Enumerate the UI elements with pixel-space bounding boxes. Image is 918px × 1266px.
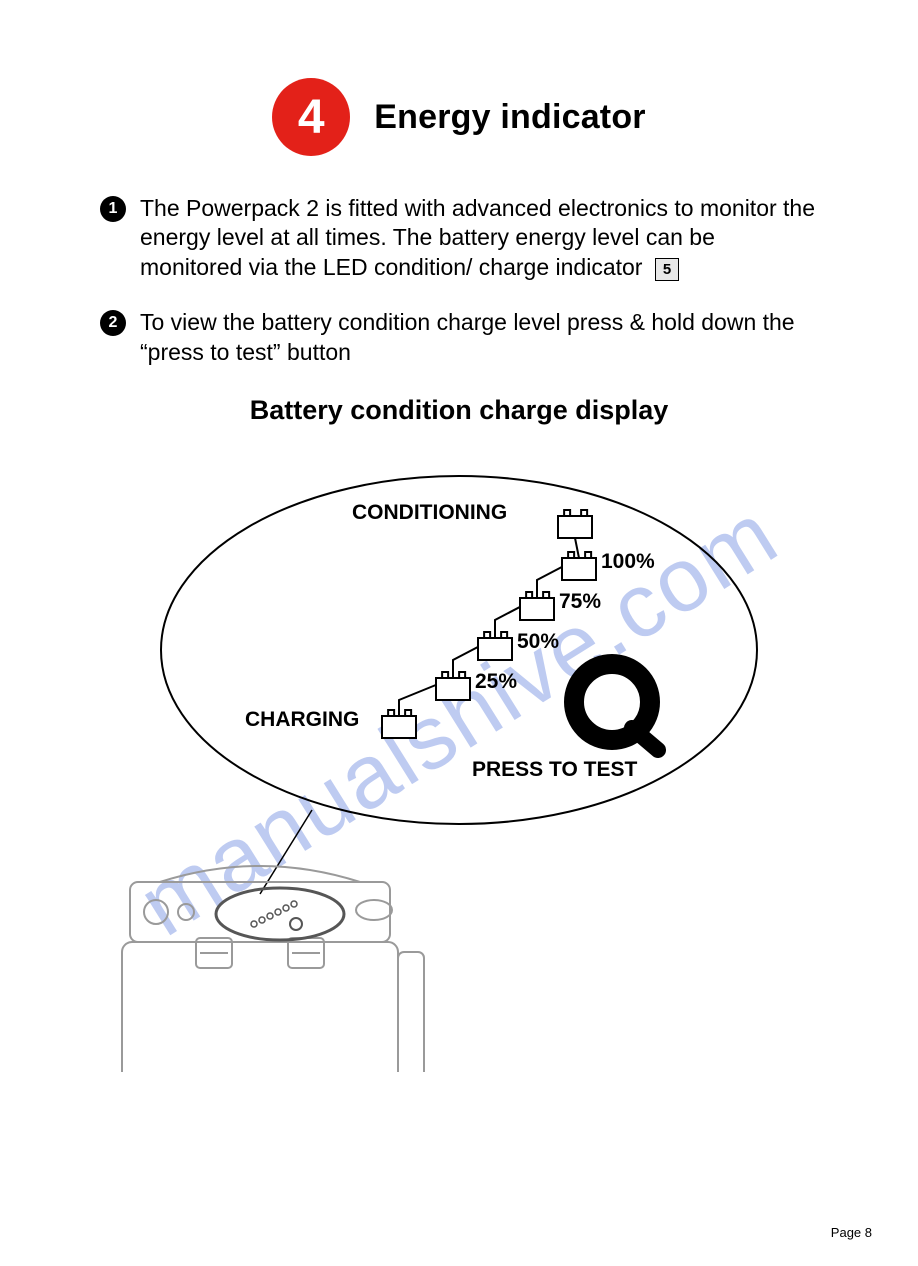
step-item: 1 The Powerpack 2 is fitted with advance… xyxy=(100,194,818,282)
label-conditioning: CONDITIONING xyxy=(352,501,507,525)
step-text: The Powerpack 2 is fitted with advanced … xyxy=(140,194,818,282)
step-item: 2 To view the battery condition charge l… xyxy=(100,308,818,367)
step-bullet: 2 xyxy=(100,310,126,336)
step-bullet: 1 xyxy=(100,196,126,222)
step-number-badge: 4 xyxy=(272,78,350,156)
steps-list: 1 The Powerpack 2 is fitted with advance… xyxy=(100,194,818,367)
label-25: 25% xyxy=(475,670,517,694)
label-50: 50% xyxy=(517,630,559,654)
section-header: 4 Energy indicator xyxy=(0,78,918,156)
reference-callout: 5 xyxy=(655,258,679,281)
diagram-title: Battery condition charge display xyxy=(0,395,918,426)
page-number: Page 8 xyxy=(831,1225,872,1240)
step-text-a: To view the battery condition charge lev… xyxy=(140,309,795,364)
step-text: To view the battery condition charge lev… xyxy=(140,308,818,367)
manual-page: manualshive.com 4 Energy indicator 1 The… xyxy=(0,78,918,1266)
diagram-svg xyxy=(0,432,918,1072)
section-title: Energy indicator xyxy=(374,98,645,137)
label-75: 75% xyxy=(559,590,601,614)
step-number: 4 xyxy=(298,90,325,145)
step-text-a: The Powerpack 2 is fitted with advanced … xyxy=(140,195,815,280)
label-100: 100% xyxy=(601,550,655,574)
label-press-to-test: PRESS TO TEST xyxy=(472,758,637,782)
label-charging: CHARGING xyxy=(245,708,359,732)
diagram-area: CONDITIONING 100% 75% 50% 25% CHARGING P… xyxy=(0,432,918,1072)
